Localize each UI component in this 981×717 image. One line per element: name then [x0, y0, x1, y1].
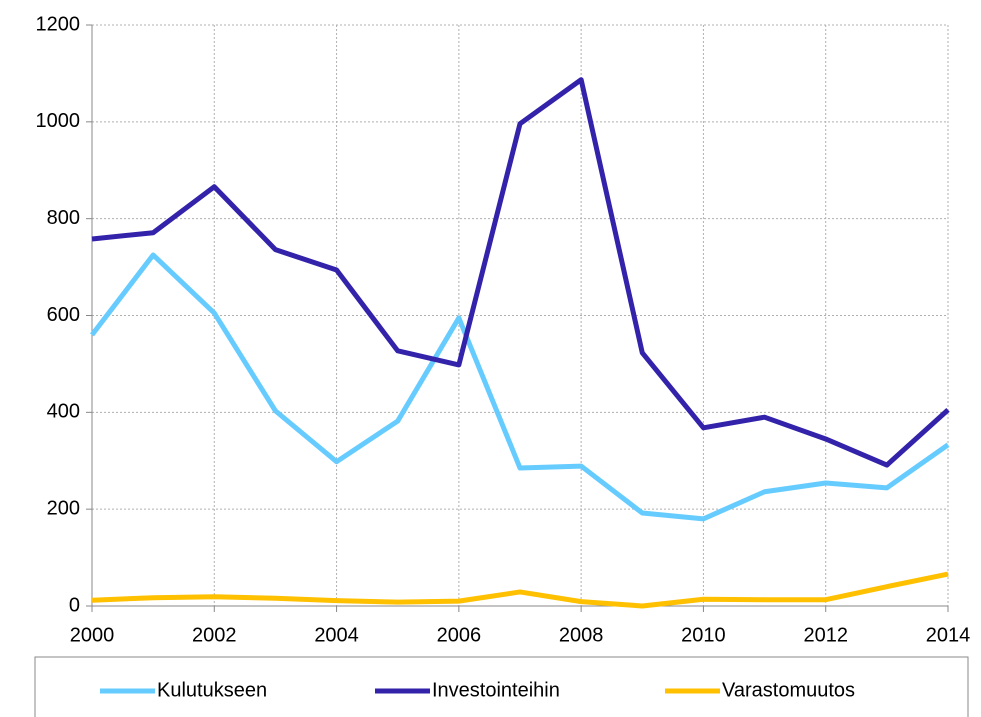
y-tick-label: 600	[47, 304, 80, 326]
series-line	[91, 571, 949, 609]
y-tick-label: 400	[47, 401, 80, 423]
y-tick-label: 200	[47, 497, 80, 519]
x-tick-label: 2004	[314, 624, 359, 646]
series-line	[91, 77, 950, 468]
x-tick-label: 2000	[70, 624, 115, 646]
x-tick-label: 2006	[437, 624, 482, 646]
legend-label: Kulutukseen	[157, 679, 267, 701]
series-line	[90, 252, 950, 522]
x-tick-label: 2008	[559, 624, 604, 646]
y-tick-label: 0	[69, 594, 80, 616]
x-tick-label: 2010	[681, 624, 726, 646]
legend-box	[34, 656, 969, 717]
x-tick-label: 2002	[192, 624, 237, 646]
legend-label: Investointeihin	[432, 679, 560, 701]
legend-label: Varastomuutos	[722, 679, 855, 701]
x-tick-label: 2014	[926, 624, 971, 646]
y-tick-label: 800	[47, 207, 80, 229]
y-tick-label: 1000	[36, 110, 81, 132]
x-tick-label: 2012	[803, 624, 848, 646]
y-tick-label: 1200	[36, 13, 81, 35]
